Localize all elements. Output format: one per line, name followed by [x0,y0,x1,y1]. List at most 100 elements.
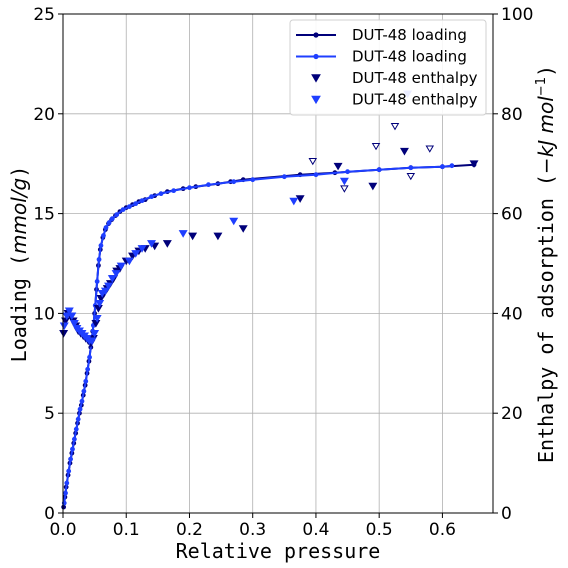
data-point [126,204,132,210]
data-point [408,165,414,171]
y-right-tick-label: 40 [501,304,523,324]
data-point [250,177,256,183]
data-point [107,275,117,283]
y-left-axis-label: Loading (mmol/g) [7,166,31,363]
x-tick-label: 0.1 [113,520,140,540]
data-point [111,270,121,278]
data-point [87,354,92,360]
data-point [339,177,349,186]
data-point [91,320,101,328]
x-tick-label: 0.5 [366,520,393,540]
data-point [116,262,126,271]
y-right-tick-label: 80 [501,105,523,125]
data-point [187,185,192,191]
x-tick-label: 0.6 [429,520,456,540]
data-point [94,279,100,284]
x-tick-label: 0.3 [239,520,266,540]
y-right-label-unit: −kJ mol [534,96,558,174]
data-point [81,388,87,394]
data-point [64,307,74,316]
data-point [131,250,141,258]
data-point [71,436,77,442]
y-left-label-suffix: ) [7,166,31,178]
data-point [77,406,83,412]
plot-frame [62,13,494,514]
y-right-tick-label: 100 [501,5,533,25]
data-point [229,217,239,226]
data-point [104,282,114,291]
data-point [73,426,79,432]
data-point [96,295,106,303]
legend-entry: DUT-48 loading [296,26,467,44]
data-point [158,191,164,197]
legend-marker-swatch [313,53,319,60]
y-left-axis-ticks: 0 5 10 15 20 25 [33,5,63,524]
legend-marker-swatch [311,74,321,83]
y-right-tick-label: 60 [501,205,523,225]
y-left-label-unit: mmol/g [7,178,31,254]
data-point [139,198,145,204]
data-point [63,490,68,496]
data-point [61,317,71,326]
y-right-axis-label: Enthalpy of adsorption (−kJ mol−1) [534,65,558,463]
legend-entry: DUT-48 enthalpy [311,91,478,109]
data-point [79,398,85,404]
data-point [106,220,112,225]
y-right-label-sup: −1 [534,77,549,96]
data-point [399,147,409,156]
data-point [345,169,350,175]
legend-marker-swatch [313,32,319,38]
data-point [231,179,237,185]
legend-label: DUT-48 loading [352,48,467,66]
data-point [137,245,147,253]
y-left-label-prefix: Loading ( [7,254,31,362]
x-axis-label: Relative pressure [176,539,381,563]
data-point [109,216,115,221]
data-point [178,230,188,238]
legend-box [289,19,487,116]
data-point [93,305,103,313]
data-point [449,163,455,169]
data-point [406,172,416,181]
legend-entry: DUT-48 loading [296,48,467,66]
data-point [133,201,139,207]
data-point [95,300,105,308]
y-left-tick-label: 5 [44,404,55,424]
y-left-tick-label: 25 [33,5,55,25]
data-point [340,185,349,193]
data-point [70,446,75,452]
data-point [390,123,400,131]
data-point [83,378,89,384]
legend: DUT-48 loading DUT-48 loading DUT-48 entha… [289,19,487,116]
data-point [69,320,79,328]
x-tick-label: 0.2 [176,520,203,540]
data-point [171,188,177,194]
data-point [66,468,72,474]
legend-marker-swatch [311,95,321,105]
data-point [114,212,120,217]
data-point [295,195,305,203]
data-point [440,164,445,170]
data-point [313,172,319,178]
data-point [371,143,381,151]
data-point [61,504,67,510]
y-right-axis-ticks: 0 20 40 60 80 100 [493,5,533,524]
data-point [103,225,109,230]
data-point [100,287,110,296]
y-right-tick-label: 0 [501,504,512,524]
data-point [59,322,69,331]
y-left-tick-label: 15 [33,205,55,225]
y-left-tick-label: 10 [33,304,55,324]
data-point [101,233,106,238]
data-point [64,480,70,486]
series-layer [59,90,479,510]
y-right-label-prefix: Enthalpy of adsorption ( [534,174,558,463]
series-4 [308,123,435,193]
data-point [188,232,198,241]
y-right-label-suffix: ) [534,65,558,77]
x-tick-label: 0.0 [49,520,76,540]
legend-label: DUT-48 enthalpy [352,91,478,109]
y-left-tick-label: 20 [33,105,55,125]
data-point [96,257,102,262]
